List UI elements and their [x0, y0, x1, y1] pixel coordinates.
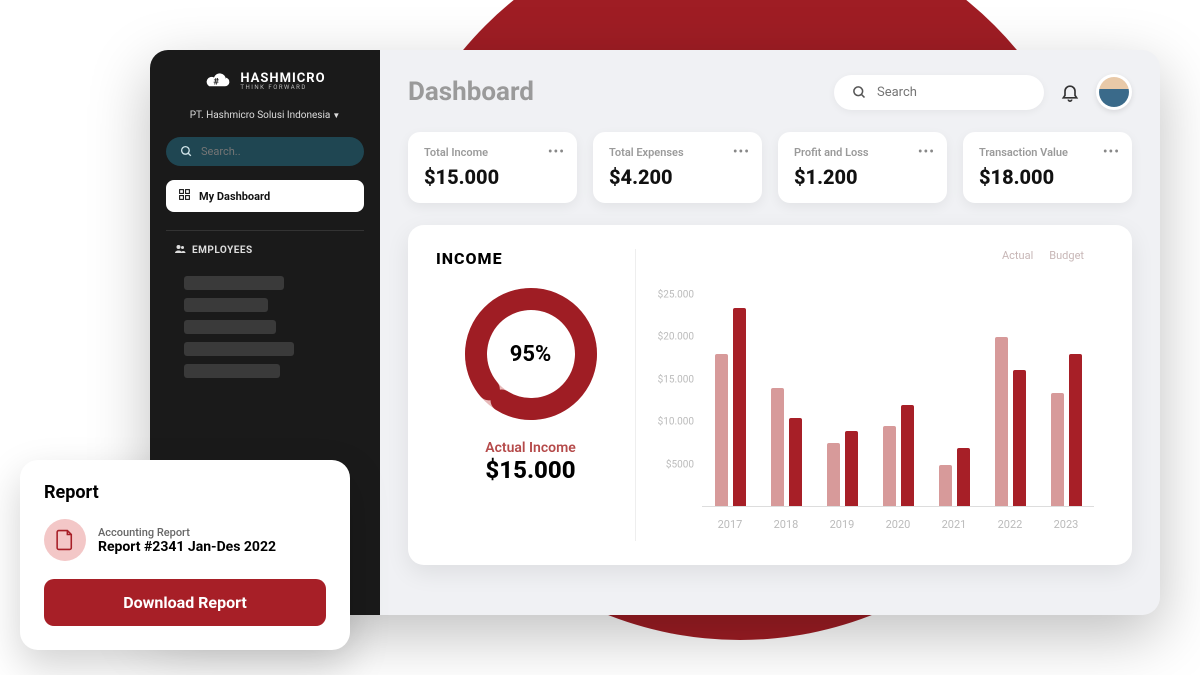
bar-group [1038, 295, 1094, 507]
kpi-card: ••• Transaction Value $18.000 [963, 132, 1132, 203]
search-icon [852, 85, 867, 100]
page-title: Dashboard [408, 77, 818, 107]
employees-icon [174, 243, 186, 258]
bar-actual [939, 465, 952, 507]
x-axis-label: 2018 [758, 518, 814, 531]
global-search-input[interactable] [877, 85, 1026, 100]
x-axis-label: 2022 [982, 518, 1038, 531]
bar-budget [789, 418, 802, 507]
report-card-title: Report [44, 482, 326, 503]
kpi-more-icon[interactable]: ••• [1103, 144, 1120, 160]
bar-group [870, 295, 926, 507]
svg-text:#: # [214, 77, 220, 88]
main-content: Dashboard ••• Total Income $15.000••• To… [380, 50, 1160, 615]
cloud-hash-icon: # [204, 70, 232, 92]
report-name: Report #2341 Jan-Des 2022 [98, 539, 276, 555]
y-axis-tick: $5000 [666, 459, 694, 470]
bar-actual [827, 443, 840, 507]
kpi-label: Total Income [424, 146, 561, 159]
actual-income-value: $15.000 [436, 456, 625, 484]
nav-section-label: EMPLOYEES [192, 245, 253, 256]
topbar: Dashboard [408, 74, 1132, 110]
nav-item-placeholder [184, 320, 276, 334]
kpi-more-icon[interactable]: ••• [733, 144, 750, 160]
x-axis-label: 2020 [870, 518, 926, 531]
notification-bell-icon[interactable] [1060, 82, 1080, 102]
x-axis-label: 2023 [1038, 518, 1094, 531]
income-card: INCOME 95% Actual Income $15.000 Actual … [408, 225, 1132, 565]
nav-item-label: My Dashboard [199, 190, 270, 203]
bar-group [702, 295, 758, 507]
x-axis-label: 2017 [702, 518, 758, 531]
bar-group [814, 295, 870, 507]
nav-item-placeholder [184, 342, 294, 356]
bar-budget [1013, 370, 1026, 507]
y-axis-tick: $15.000 [658, 374, 694, 385]
bar-budget [1069, 354, 1082, 507]
bar-group [926, 295, 982, 507]
bar-budget [957, 448, 970, 507]
kpi-card: ••• Profit and Loss $1.200 [778, 132, 947, 203]
nav-section-employees: EMPLOYEES [166, 230, 364, 258]
y-axis-tick: $20.000 [658, 332, 694, 343]
bar-budget [845, 431, 858, 507]
y-axis-tick: $25.000 [658, 290, 694, 301]
kpi-row: ••• Total Income $15.000••• Total Expens… [408, 132, 1132, 203]
brand-tagline: THINK FORWARD [240, 85, 325, 91]
kpi-value: $1.200 [794, 165, 931, 189]
nav-item-placeholder [184, 298, 268, 312]
income-donut-chart: 95% [461, 284, 601, 424]
bar-actual [883, 426, 896, 507]
kpi-label: Total Expenses [609, 146, 746, 159]
kpi-more-icon[interactable]: ••• [918, 144, 935, 160]
kpi-label: Profit and Loss [794, 146, 931, 159]
sidebar-search[interactable] [166, 137, 364, 166]
kpi-more-icon[interactable]: ••• [548, 144, 565, 160]
sidebar-search-input[interactable] [201, 145, 350, 158]
bar-budget [901, 405, 914, 507]
kpi-label: Transaction Value [979, 146, 1116, 159]
y-axis-tick: $10.000 [658, 417, 694, 428]
bar-actual [995, 337, 1008, 507]
global-search[interactable] [834, 75, 1044, 110]
income-bar-chart: Actual Budget $5000 $10.000 $15.000 $20.000… [646, 249, 1104, 541]
bar-actual [771, 388, 784, 507]
bar-actual [715, 354, 728, 507]
company-selector[interactable]: PT. Hashmicro Solusi Indonesia [166, 110, 364, 121]
kpi-value: $4.200 [609, 165, 746, 189]
bar-budget [733, 308, 746, 507]
dashboard-icon [178, 188, 191, 204]
chart-legend: Actual Budget [1002, 249, 1084, 262]
chart-baseline [702, 506, 1094, 507]
nav-item-placeholder [184, 364, 280, 378]
kpi-card: ••• Total Income $15.000 [408, 132, 577, 203]
donut-percent-label: 95% [461, 284, 601, 424]
bar-group [758, 295, 814, 507]
legend-actual: Actual [1002, 249, 1033, 262]
bar-group [982, 295, 1038, 507]
brand-name: HASHMICRO [240, 72, 325, 85]
nav-item-placeholder [184, 276, 284, 290]
document-icon [44, 519, 86, 561]
kpi-value: $18.000 [979, 165, 1116, 189]
x-axis-label: 2019 [814, 518, 870, 531]
download-report-button[interactable]: Download Report [44, 579, 326, 626]
brand-logo: # HASHMICRO THINK FORWARD [166, 70, 364, 92]
user-avatar[interactable] [1096, 74, 1132, 110]
nav-item-dashboard[interactable]: My Dashboard [166, 180, 364, 212]
report-popup: Report Accounting Report Report #2341 Ja… [20, 460, 350, 650]
legend-budget: Budget [1049, 249, 1084, 262]
kpi-value: $15.000 [424, 165, 561, 189]
search-icon [180, 145, 193, 158]
bar-actual [1051, 393, 1064, 507]
income-summary: INCOME 95% Actual Income $15.000 [436, 249, 636, 541]
x-axis-label: 2021 [926, 518, 982, 531]
kpi-card: ••• Total Expenses $4.200 [593, 132, 762, 203]
report-category: Accounting Report [98, 526, 276, 539]
